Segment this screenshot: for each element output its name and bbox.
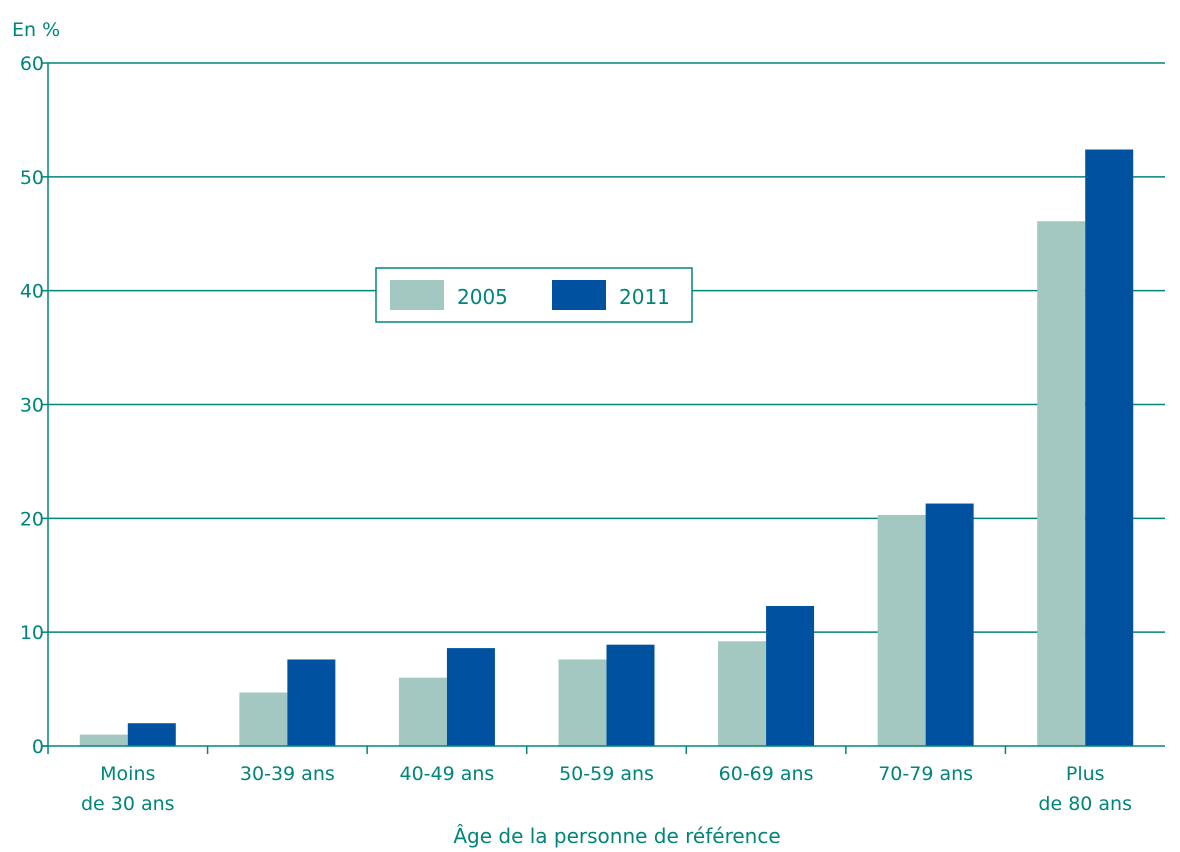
x-category-label: de 80 ans bbox=[1038, 793, 1132, 815]
bar-2011-3 bbox=[606, 644, 655, 746]
x-axis-title: Âge de la personne de référence bbox=[453, 824, 780, 848]
y-tick-label: 60 bbox=[20, 53, 44, 75]
bar-2011-0 bbox=[127, 723, 176, 746]
legend-swatch-2011 bbox=[552, 280, 606, 310]
bar-2005-3 bbox=[558, 659, 607, 746]
x-category-label: 30-39 ans bbox=[240, 763, 335, 785]
y-tick-label: 50 bbox=[20, 167, 44, 189]
x-axis-categories: Moins de 30 ans 30-39 ans 40-49 ans 50-59 an… bbox=[81, 763, 1132, 815]
legend-swatch-2005 bbox=[390, 280, 444, 310]
y-unit-label: En % bbox=[12, 19, 60, 41]
y-tick-label: 0 bbox=[32, 736, 44, 758]
bar-2011-1 bbox=[287, 659, 336, 746]
x-category-label: 70-79 ans bbox=[878, 763, 973, 785]
y-tick-label: 40 bbox=[20, 281, 44, 303]
x-category-label: 50-59 ans bbox=[559, 763, 654, 785]
x-category-label: 60-69 ans bbox=[719, 763, 814, 785]
legend: 2005 2011 bbox=[375, 267, 693, 323]
x-category-label: Plus bbox=[1066, 763, 1105, 785]
x-category-label: Moins bbox=[100, 763, 155, 785]
bar-2005-4 bbox=[718, 641, 767, 746]
x-category-label: 40-49 ans bbox=[400, 763, 495, 785]
axes bbox=[42, 63, 1165, 754]
bar-2005-0 bbox=[79, 734, 128, 746]
y-tick-label: 20 bbox=[20, 508, 44, 530]
bar-2011-2 bbox=[446, 648, 495, 746]
gridlines bbox=[42, 62, 1165, 747]
bar-2005-2 bbox=[398, 677, 447, 746]
y-axis-ticks: 0 10 20 30 40 50 60 bbox=[20, 53, 44, 758]
legend-label-2011: 2011 bbox=[619, 285, 670, 309]
x-category-label: de 30 ans bbox=[81, 793, 175, 815]
bar-2005-6 bbox=[1037, 221, 1086, 746]
y-tick-label: 10 bbox=[20, 622, 44, 644]
bar-2011-4 bbox=[766, 605, 815, 746]
bars bbox=[79, 149, 1134, 747]
bar-2011-5 bbox=[925, 503, 974, 746]
legend-label-2005: 2005 bbox=[457, 285, 508, 309]
bar-2005-1 bbox=[239, 692, 288, 746]
bar-2011-6 bbox=[1085, 149, 1134, 747]
bar-2005-5 bbox=[877, 514, 926, 746]
y-tick-label: 30 bbox=[20, 395, 44, 417]
